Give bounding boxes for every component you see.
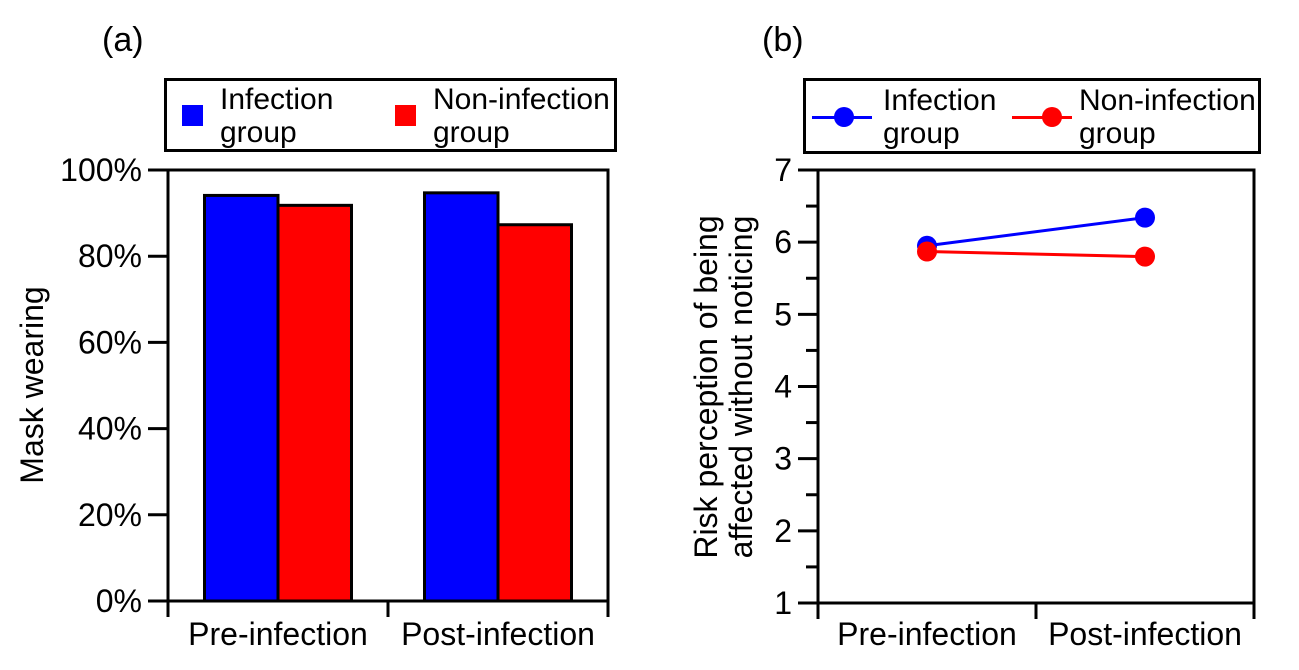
y-tick-label: 3: [774, 441, 792, 477]
legend-infection-line2: group: [220, 116, 297, 149]
panel-b-legend: Infection group Non-infection group: [803, 78, 1261, 154]
bar-non-infection-group-0: [276, 203, 353, 603]
panel-b-title: (b): [762, 21, 804, 59]
y-tick-label: 6: [774, 224, 792, 260]
y-tick-label: 20%: [78, 497, 142, 533]
x-category-label: Pre-infection: [837, 616, 1017, 652]
y-tick-label: 0%: [96, 583, 142, 619]
bar-infection-group-1: [423, 191, 500, 603]
infection-square-marker-icon: [182, 105, 203, 126]
y-tick-label: 80%: [78, 238, 142, 274]
legend-infection-line2: group: [883, 117, 960, 150]
series-line-non-infection-group: [926, 250, 1146, 259]
y-tick-label: 7: [774, 152, 792, 188]
bar-non-infection-group-1: [496, 223, 573, 603]
panel-a-ylabel: Mask wearing: [14, 286, 50, 484]
panel-a-legend: Infection group Non-infection group: [164, 78, 617, 152]
y-tick-label: 1: [774, 585, 792, 621]
legend-non-infection-line1: Non-infection: [433, 83, 610, 116]
infection-circle-marker-icon: [834, 107, 854, 127]
y-tick-label: 5: [774, 296, 792, 332]
y-tick-label: 40%: [78, 411, 142, 447]
panel-a-title: (a): [102, 21, 144, 59]
y-tick-label: 60%: [78, 324, 142, 360]
legend-non-infection-line1: Non-infection: [1079, 84, 1256, 117]
x-category-label: Pre-infection: [188, 616, 368, 652]
legend-infection-line1: Infection: [883, 84, 997, 117]
bar-infection-group-0: [203, 193, 280, 603]
x-category-label: Post-infection: [1048, 616, 1242, 652]
marker-infection-group-1: [1135, 207, 1155, 228]
panel-b-chart: 1 2 3 4 5 6 7 Pre-infection Post-infection: [774, 152, 1256, 652]
non-infection-circle-marker-icon: [1042, 107, 1062, 127]
marker-non-infection-group-0: [917, 241, 937, 262]
legend-non-infection-line2: group: [433, 116, 510, 149]
plot-frame: [816, 168, 1256, 605]
y-tick-label: 2: [774, 513, 792, 549]
panel-a-chart: 0% 20% 40% 60% 80% 100% Pre-infection Post-infe…: [60, 152, 610, 652]
series-line-infection-group: [926, 216, 1146, 248]
legend-infection-line1: Infection: [220, 83, 334, 116]
non-infection-square-marker-icon: [395, 105, 416, 126]
y-tick-label: 100%: [60, 152, 142, 188]
legend-non-infection-line2: group: [1079, 117, 1156, 150]
x-category-label: Post-infection: [401, 616, 595, 652]
marker-non-infection-group-1: [1135, 246, 1155, 267]
y-tick-label: 4: [774, 369, 792, 405]
